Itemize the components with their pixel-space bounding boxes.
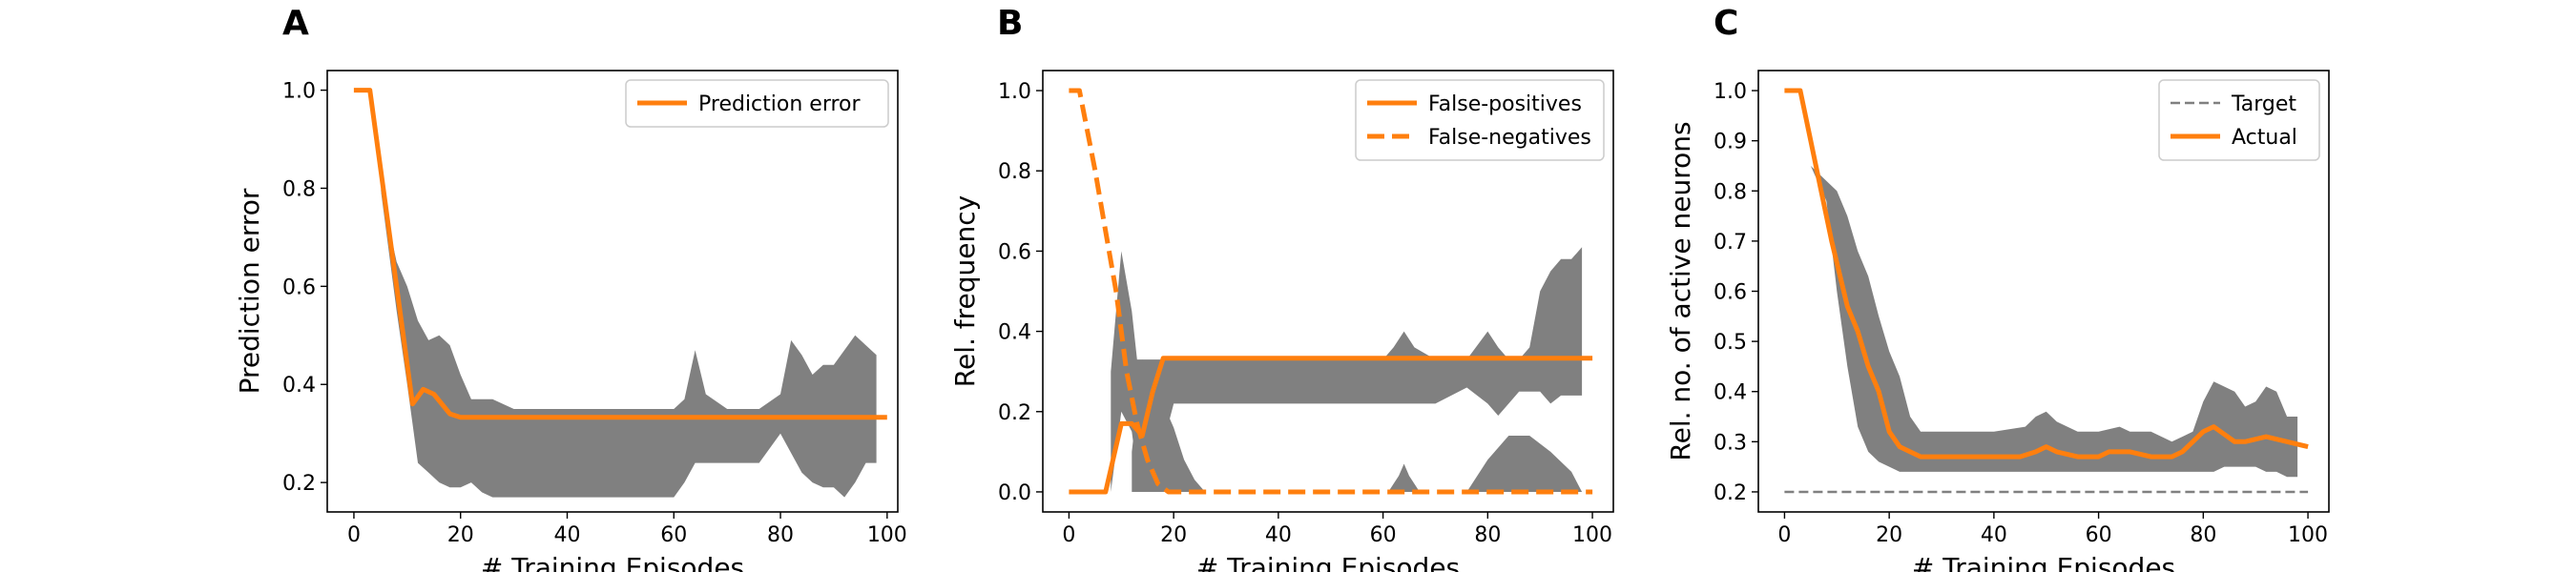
x-tick-label: 40 (553, 523, 580, 547)
y-tick-label: 0.9 (1714, 131, 1747, 154)
y-tick-label: 0.8 (282, 177, 316, 201)
x-tick-label: 60 (2086, 523, 2112, 547)
variability-band-3 (1466, 436, 1583, 492)
x-tick-label: 20 (447, 523, 474, 547)
x-axis-label: # Training Episodes (1196, 552, 1460, 572)
y-axis-label: Rel. no. of active neurons (1665, 121, 1696, 460)
x-tick-label: 100 (1572, 523, 1612, 547)
axes-frame (326, 70, 899, 513)
panel-a: A 0 20 40 60 80 100 0.2 0.4 0.6 0.8 1.0 # Training … (234, 4, 907, 572)
x-axis-label: # Training Episodes (481, 552, 744, 572)
y-tick-label: 0.0 (998, 481, 1031, 505)
variability-band-2 (1388, 463, 1420, 492)
legend-box (1355, 79, 1605, 161)
y-tick-label: 0.2 (1714, 481, 1747, 505)
panel-letter-a: A (282, 4, 309, 43)
y-tick-label: 0.3 (1714, 431, 1747, 455)
x-tick-label: 80 (767, 523, 794, 547)
y-tick-label: 0.2 (998, 401, 1031, 425)
x-tick-label: 40 (1981, 523, 2007, 547)
y-tick-label: 0.2 (282, 472, 316, 496)
legend-box (625, 79, 889, 128)
y-tick-label: 1.0 (1714, 80, 1747, 104)
y-tick-label: 0.8 (1714, 180, 1747, 204)
panel-letter-b: B (997, 4, 1023, 43)
y-axis-label: Prediction error (234, 188, 265, 394)
y-tick-label: 1.0 (282, 80, 316, 104)
panel-c: C 0 20 40 60 80 100 0.2 0.3 0.4 0.5 0.6 0.7 0.8 0.9 1.… (1665, 4, 2330, 572)
y-tick-label: 0.6 (998, 240, 1031, 264)
series-line-prediction-error (353, 88, 887, 420)
variability-band-0 (380, 188, 877, 498)
legend: Target Actual (2158, 79, 2320, 161)
y-axis-label: Rel. frequency (949, 195, 981, 387)
legend-entry-label: Prediction error (698, 92, 861, 116)
panel-c-plot: 0 20 40 60 80 100 0.2 0.3 0.4 0.5 0.6 0.7 0.8 0.9 1.0 #… (1665, 70, 2330, 572)
legend-entry-label: False-negatives (1428, 126, 1591, 150)
y-tick-label: 0.6 (1714, 281, 1747, 305)
legend-entry-label: Actual (2232, 126, 2297, 150)
x-tick-label: 0 (1062, 523, 1075, 547)
x-tick-label: 60 (1370, 523, 1397, 547)
y-tick-label: 0.6 (282, 276, 316, 299)
legend: Prediction error (625, 79, 889, 128)
legend-entry-label: Target (2231, 92, 2296, 116)
x-tick-label: 20 (1160, 523, 1187, 547)
variability-band-0 (1111, 247, 1583, 492)
x-tick-label: 80 (1474, 523, 1501, 547)
x-tick-label: 0 (347, 523, 361, 547)
x-axis-label: # Training Episodes (1912, 552, 2175, 572)
legend: False-positives False-negatives (1355, 79, 1605, 161)
panel-b-plot: 0 20 40 60 80 100 0.0 0.2 0.4 0.6 0.8 1.0 # Training… (949, 70, 1614, 572)
variability-band-0 (1810, 166, 2298, 478)
x-tick-label: 20 (1876, 523, 1902, 547)
y-tick-label: 0.7 (1714, 231, 1747, 255)
x-tick-label: 100 (867, 523, 907, 547)
y-tick-label: 0.4 (1714, 381, 1747, 405)
series-line-false-positives (1069, 356, 1593, 495)
legend-entry-label: False-positives (1428, 92, 1582, 116)
y-tick-label: 0.5 (1714, 331, 1747, 355)
panel-letter-c: C (1714, 4, 1738, 43)
panel-b: B 0 20 40 60 80 100 0.0 0.2 0.4 0.6 0.8 1.0 # Traini… (949, 4, 1614, 572)
axes-frame (1042, 70, 1614, 513)
x-tick-label: 0 (1777, 523, 1791, 547)
series-line-false-negatives (1069, 88, 1593, 495)
y-tick-label: 0.4 (282, 374, 316, 398)
y-tick-label: 0.8 (998, 160, 1031, 184)
x-tick-label: 100 (2288, 523, 2328, 547)
x-tick-label: 40 (1265, 523, 1292, 547)
panel-a-plot: 0 20 40 60 80 100 0.2 0.4 0.6 0.8 1.0 # Training Ep… (234, 70, 907, 572)
y-tick-label: 0.4 (998, 321, 1031, 345)
y-tick-label: 1.0 (998, 80, 1031, 104)
legend-box (2158, 79, 2320, 161)
x-tick-label: 80 (2190, 523, 2216, 547)
x-tick-label: 60 (660, 523, 687, 547)
series-line-actual (1784, 88, 2309, 460)
